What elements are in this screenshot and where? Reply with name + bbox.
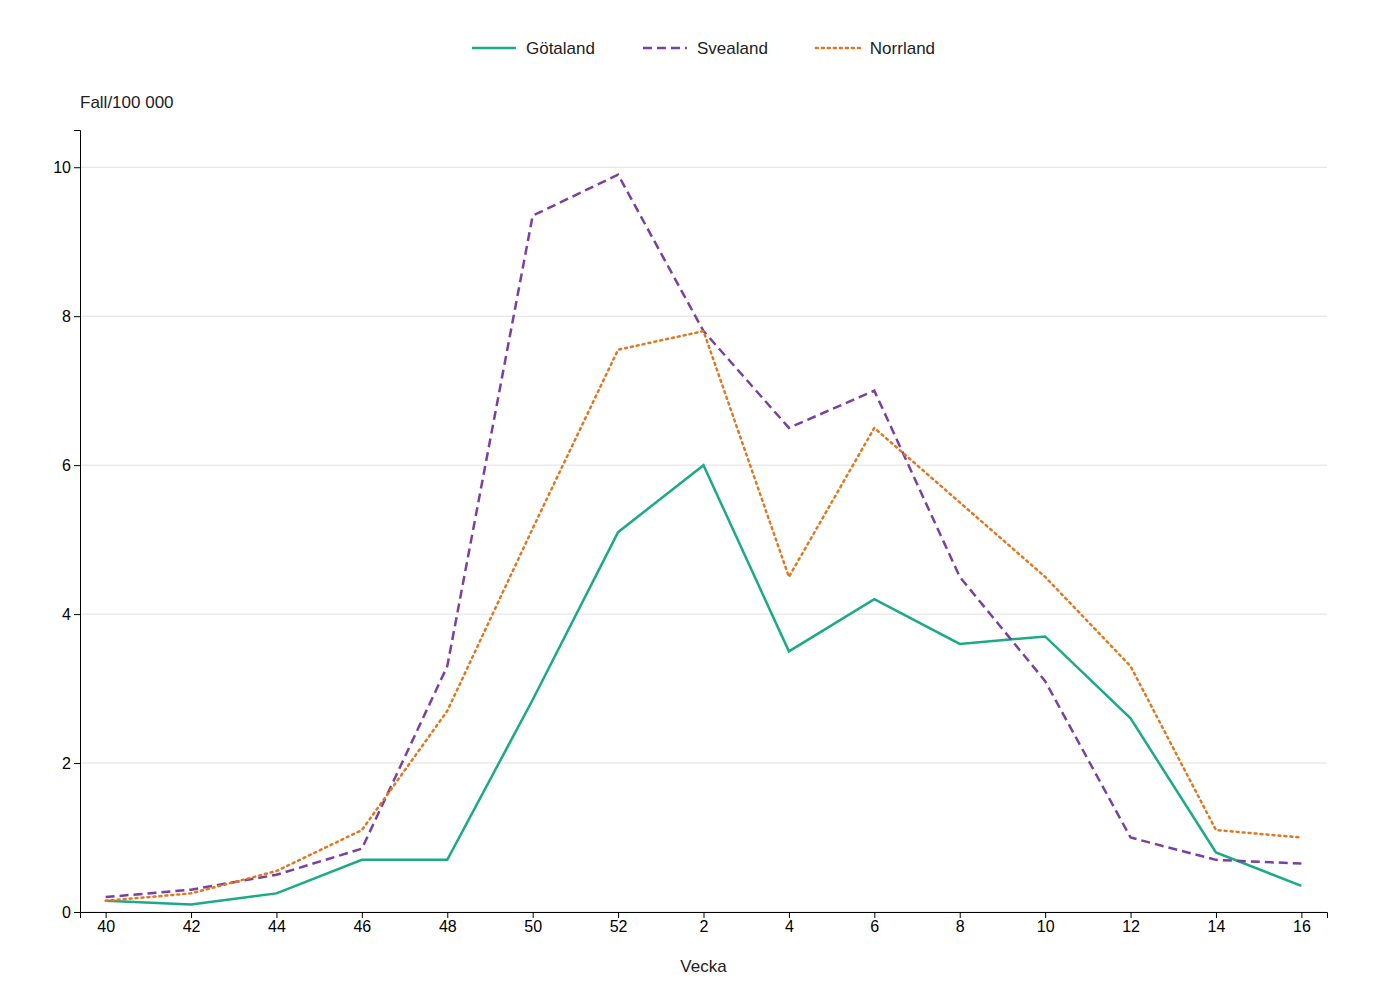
x-tick: 16 (1293, 912, 1311, 935)
legend-label: Svealand (697, 39, 768, 58)
grid-line (80, 167, 1327, 168)
y-tick: 10 (53, 159, 80, 176)
x-tick-label: 50 (524, 918, 542, 935)
y-tick: 6 (62, 457, 80, 474)
x-tick-label: 46 (353, 918, 371, 935)
y-tick-mark (74, 614, 80, 615)
grid-line (80, 763, 1327, 764)
x-tick-mark (618, 912, 619, 918)
y-axis-title: Fall/100 000 (80, 93, 174, 112)
x-tick: 48 (439, 912, 457, 935)
x-tick: 10 (1037, 912, 1055, 935)
y-tick-label: 4 (62, 606, 71, 623)
y-tick-mark (74, 912, 80, 913)
grid-line (80, 614, 1327, 615)
lines (106, 175, 1302, 905)
x-tick-label: 8 (956, 918, 965, 935)
x-tick-mark (1216, 912, 1217, 918)
x-tick: 12 (1122, 912, 1140, 935)
x-tick-label: 12 (1122, 918, 1140, 935)
y-tick-label: 2 (62, 755, 71, 772)
x-tick-label: 4 (785, 918, 794, 935)
x-tick-mark (789, 912, 790, 918)
y-tick-mark (74, 316, 80, 317)
y-tick: 4 (62, 606, 80, 623)
x-axis-title: Vecka (680, 957, 727, 976)
legend-label: Norrland (870, 39, 935, 58)
y-tick-mark (74, 465, 80, 466)
x-tick-mark (191, 912, 192, 918)
x-axis-line (81, 913, 1328, 919)
x-tick-label: 52 (610, 918, 628, 935)
grid-line (80, 316, 1327, 317)
x-tick: 14 (1208, 912, 1226, 935)
series-line (106, 331, 1302, 901)
x-tick: 8 (956, 912, 965, 935)
x-tick-mark (533, 912, 534, 918)
x-tick-mark (447, 912, 448, 918)
legend-label: Götaland (526, 39, 595, 58)
x-tick-label: 14 (1208, 918, 1226, 935)
x-tick-mark (1131, 912, 1132, 918)
x-axis: 40424446485052246810121416 (81, 912, 1328, 935)
legend-swatch (643, 47, 687, 50)
x-tick: 40 (97, 912, 115, 935)
x-tick-label: 2 (700, 918, 709, 935)
x-tick: 50 (524, 912, 542, 935)
legend-item: Götaland (472, 39, 595, 58)
x-tick-label: 40 (97, 918, 115, 935)
y-tick-mark (74, 167, 80, 168)
x-tick-label: 6 (870, 918, 879, 935)
x-tick-mark (874, 912, 875, 918)
x-tick-label: 44 (268, 918, 286, 935)
x-tick: 2 (700, 912, 709, 935)
y-tick: 8 (62, 308, 80, 325)
x-tick-label: 42 (183, 918, 201, 935)
x-tick-mark (362, 912, 363, 918)
x-tick: 6 (870, 912, 879, 935)
y-tick-label: 10 (53, 159, 71, 176)
plot-area: 404244464850522468101214160246810VeckaFa… (53, 93, 1327, 976)
y-tick: 2 (62, 755, 80, 772)
y-axis-line (74, 131, 81, 913)
x-tick: 46 (353, 912, 371, 935)
y-tick-mark (74, 763, 80, 764)
grid (80, 167, 1327, 912)
x-tick-mark (960, 912, 961, 918)
y-axis: 0 2 4 6 8 10 (53, 131, 80, 921)
x-tick-mark (1301, 912, 1302, 918)
x-tick: 52 (610, 912, 628, 935)
x-tick: 42 (183, 912, 201, 935)
y-tick-label: 6 (62, 457, 71, 474)
x-tick: 44 (268, 912, 286, 935)
x-tick-mark (276, 912, 277, 918)
x-tick-label: 48 (439, 918, 457, 935)
y-tick-label: 0 (62, 904, 71, 921)
chart: 404244464850522468101214160246810VeckaFa… (0, 0, 1377, 1002)
series-line (106, 465, 1302, 904)
y-tick-label: 8 (62, 308, 71, 325)
legend-item: Svealand (643, 39, 768, 58)
legend: Götaland Svealand Norrland (472, 39, 935, 58)
x-tick-mark (704, 912, 705, 918)
y-tick: 0 (62, 904, 80, 921)
series-line (106, 175, 1302, 897)
x-tick-mark (106, 912, 107, 918)
legend-swatch (472, 47, 516, 50)
x-tick: 4 (785, 912, 794, 935)
x-tick-label: 16 (1293, 918, 1311, 935)
x-tick-mark (1045, 912, 1046, 918)
legend-item: Norrland (816, 39, 935, 58)
legend-swatch (816, 47, 860, 50)
x-tick-label: 10 (1037, 918, 1055, 935)
